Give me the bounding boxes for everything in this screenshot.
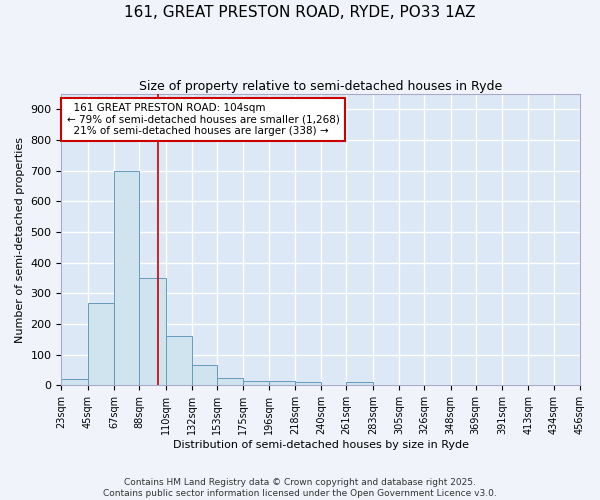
Bar (346, 382, 373, 386)
Y-axis label: Number of semi-detached properties: Number of semi-detached properties (15, 137, 25, 343)
Text: Contains HM Land Registry data © Crown copyright and database right 2025.
Contai: Contains HM Land Registry data © Crown c… (103, 478, 497, 498)
Bar (114, 171, 139, 386)
Bar (88, 302, 114, 386)
Text: 161 GREAT PRESTON ROAD: 104sqm
← 79% of semi-detached houses are smaller (1,268): 161 GREAT PRESTON ROAD: 104sqm ← 79% of … (67, 103, 340, 136)
Bar (295, 382, 322, 386)
Text: 161, GREAT PRESTON ROAD, RYDE, PO33 1AZ: 161, GREAT PRESTON ROAD, RYDE, PO33 1AZ (124, 5, 476, 20)
Bar (192, 366, 217, 386)
Bar (269, 380, 295, 386)
X-axis label: Distribution of semi-detached houses by size in Ryde: Distribution of semi-detached houses by … (173, 440, 469, 450)
Bar (244, 380, 269, 386)
Bar (61, 379, 88, 386)
Bar (139, 278, 166, 386)
Title: Size of property relative to semi-detached houses in Ryde: Size of property relative to semi-detach… (139, 80, 502, 93)
Bar (166, 336, 192, 386)
Bar (217, 378, 244, 386)
